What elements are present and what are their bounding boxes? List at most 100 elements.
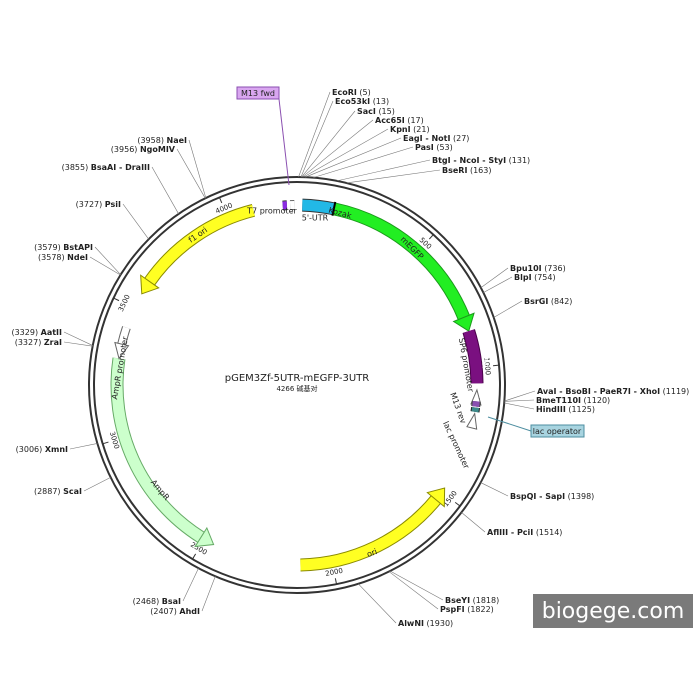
site-name: NdeI (67, 253, 88, 262)
site-leader (89, 256, 121, 276)
feature-arc (145, 205, 255, 285)
feature-arrowhead (194, 526, 215, 548)
tick-mark (334, 578, 338, 585)
site-name: SacI (357, 107, 376, 116)
site-label: AflIII - PciI (1514) (487, 528, 562, 537)
feature-arrowhead (114, 341, 130, 360)
site-position: (13) (373, 97, 389, 106)
site-position: (3578) (38, 253, 65, 262)
site-label: (3855) BsaAI - DraIII (62, 163, 150, 172)
site-leader (94, 246, 121, 275)
site-label: BseRI (163) (442, 166, 491, 175)
site-leader (83, 477, 111, 492)
site-position: (3727) (76, 200, 103, 209)
tick-mark (493, 364, 500, 367)
site-label: EcoRI (5) (332, 88, 371, 97)
feature-arrowhead (466, 412, 478, 430)
site-label: (3579) BstAPI (34, 243, 93, 252)
site-name: BsaAI - DraIII (91, 163, 150, 172)
site-leader (182, 568, 199, 602)
site-position: (2468) (133, 597, 160, 606)
site-name: AatII (41, 328, 62, 337)
site-name: BseYI (445, 596, 470, 605)
site-name: AhdI (179, 607, 200, 616)
feature-arc (300, 496, 441, 571)
feature-arc (111, 357, 204, 542)
site-label: BmeT110I (1120) (536, 396, 610, 405)
site-label: (3958) NaeI (137, 136, 187, 145)
watermark: biogege.com (542, 599, 685, 624)
site-label: (3329) AatII (11, 328, 62, 337)
site-position: (53) (436, 143, 452, 152)
tick-mark (219, 197, 223, 204)
site-label: PspFI (1822) (440, 605, 494, 614)
feature-arc (471, 407, 480, 413)
site-name: NaeI (167, 136, 188, 145)
feature-label: ori (366, 547, 379, 559)
site-label: Bpu10I (736) (510, 264, 566, 273)
tick-mark (102, 441, 109, 445)
site-name: AflIII - PciI (487, 528, 533, 537)
site-label: Acc65I (17) (375, 116, 424, 125)
site-position: (27) (453, 134, 469, 143)
feature-arrowhead (452, 312, 475, 332)
site-label: BsrGI (842) (524, 297, 572, 306)
site-leader (300, 100, 334, 178)
plasmid-title: pGEM3Zf-5UTR-mEGFP-3UTR (225, 373, 370, 384)
site-name: ScaI (63, 487, 82, 496)
site-name: BtgI - NcoI - StyI (432, 156, 506, 165)
tick-mark (192, 553, 197, 560)
site-name: PspFI (440, 605, 465, 614)
feature-arc (332, 203, 469, 320)
plasmid-size: 4266 碱基对 (276, 384, 317, 393)
site-position: (1818) (473, 596, 500, 605)
site-label: (3956) NgoMIV (111, 145, 176, 154)
site-position: (163) (470, 166, 492, 175)
site-name: XmnI (45, 445, 68, 454)
site-position: (1398) (568, 492, 595, 501)
site-leader (346, 169, 441, 184)
m13-fwd-tag (236, 86, 280, 100)
site-label: (3327) ZraI (15, 338, 62, 347)
site-leader (504, 399, 535, 402)
site-label: BtgI - NcoI - StyI (131) (432, 156, 530, 165)
site-position: (1930) (427, 619, 454, 628)
feature-arc (463, 329, 483, 384)
tick-mark (113, 297, 120, 302)
site-position: (3956) (111, 145, 138, 154)
feature-arrowhead (426, 487, 446, 508)
site-leader (480, 482, 509, 497)
feature-label: 3'-UTR (478, 341, 489, 369)
site-leader (151, 166, 179, 215)
site-leader (336, 159, 431, 182)
site-leader (483, 276, 513, 293)
site-name: ZraI (44, 338, 62, 347)
site-position: (3006) (16, 445, 43, 454)
site-leader (188, 139, 207, 199)
site-leader (298, 91, 331, 178)
site-label: (3006) XmnI (16, 445, 68, 454)
kozak-mark (331, 201, 337, 216)
site-name: EagI - NotI (403, 134, 450, 143)
site-leader (480, 267, 509, 288)
feature-label: T7 promoter (246, 207, 297, 216)
site-position: (754) (534, 273, 556, 282)
site-label: EagI - NotI (27) (403, 134, 469, 143)
tick-mark (454, 502, 461, 507)
site-position: (1822) (467, 605, 494, 614)
site-label: SacI (15) (357, 107, 395, 116)
site-leader (389, 570, 444, 601)
site-label: KpnI (21) (390, 125, 430, 134)
site-position: (1120) (584, 396, 611, 405)
site-position: (1514) (536, 528, 563, 537)
site-position: (5) (359, 88, 370, 97)
site-name: Acc65I (375, 116, 405, 125)
site-label: (3578) NdeI (38, 253, 88, 262)
site-name: AvaI - BsoBI - PaeR7I - XhoI (537, 387, 660, 396)
site-leader (461, 512, 486, 533)
site-leader (63, 331, 93, 346)
feature-label: 5'-UTR (302, 214, 329, 223)
site-leader (69, 443, 98, 450)
site-position: (3958) (137, 136, 164, 145)
